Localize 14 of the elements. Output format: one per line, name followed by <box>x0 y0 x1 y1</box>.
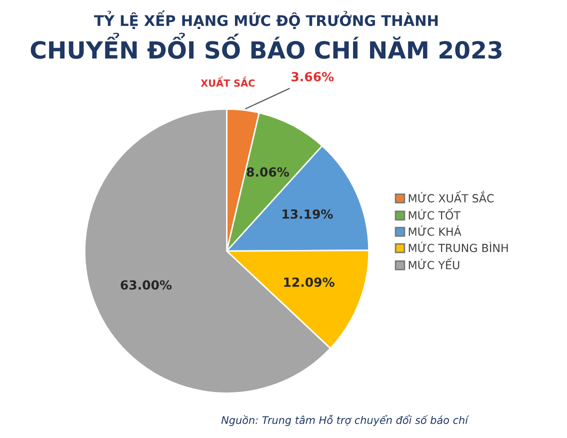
text: Nguồn: Trung tâm Hỗ trợ chuyển đổi số báo chí <box>221 414 470 426</box>
legend-label: MỨC YẾU <box>408 258 460 270</box>
chart-subtitle: CHUYỂN ĐỔI SỐ BÁO CHÍ NĂM 2023 <box>30 32 502 59</box>
legend-label: MỨC XUẤT SẮC <box>408 190 494 202</box>
legend-label: MỨC TỐT <box>408 208 461 220</box>
legend-label: MỨC TRUNG BÌNH <box>408 242 508 252</box>
data-label: 13.19% <box>282 209 333 219</box>
chart-title: TỶ LỆ XẾP HẠNG MỨC ĐỘ TRƯỞNG THÀNH <box>94 10 438 29</box>
legend-label: MỨC KHÁ <box>408 225 462 236</box>
data-label: 8.06% <box>246 167 290 177</box>
data-label: 3.66% <box>292 72 334 82</box>
data-label: 63.00% <box>120 280 172 290</box>
data-label: 12.09% <box>284 277 334 287</box>
text: XUẤT SẮC <box>200 76 255 87</box>
